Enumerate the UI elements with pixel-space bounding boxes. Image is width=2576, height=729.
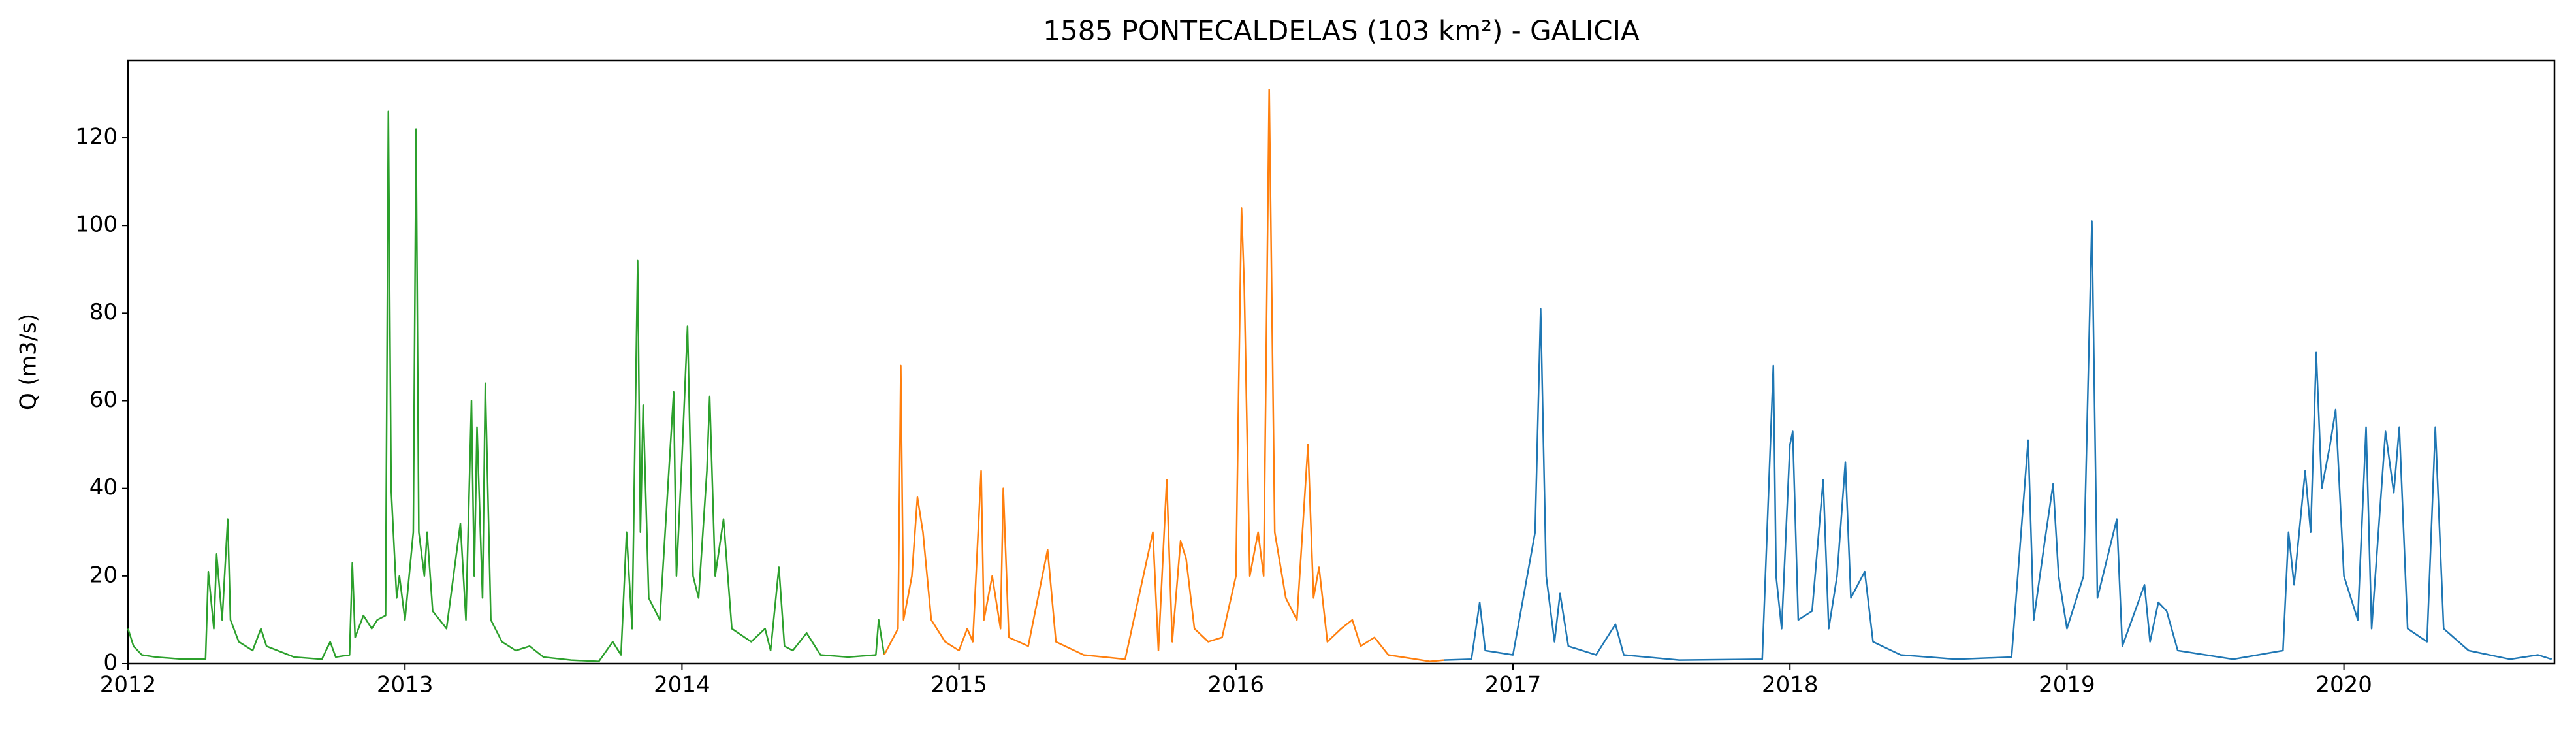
x-tick-label: 2018 [1762,672,1819,698]
y-tick-label: 0 [103,650,118,676]
x-tick-label: 2015 [930,672,987,698]
flow-line [883,89,1444,662]
y-tick-label: 120 [75,124,118,150]
x-tick-label: 2017 [1485,672,1542,698]
x-tick-label: 2012 [100,672,157,698]
plot-frame [127,59,2556,665]
y-tick-label: 40 [89,474,118,500]
x-tick-label: 2013 [377,672,434,698]
x-tick-label: 2014 [654,672,710,698]
y-tick-label: 100 [75,212,118,238]
x-tick-label: 2016 [1208,672,1265,698]
x-tick-label: 2020 [2315,672,2372,698]
x-tick-label: 2019 [2039,672,2095,698]
y-axis-label: Q (m3/s) [16,314,42,410]
flow-line [1443,220,2552,661]
y-tick-label: 60 [89,387,118,413]
y-tick-label: 20 [89,562,118,588]
chart-title: 1585 PONTECALDELAS (103 km²) - GALICIA [1043,15,1640,47]
y-tick-label: 80 [89,299,118,325]
flow-line [127,110,885,662]
